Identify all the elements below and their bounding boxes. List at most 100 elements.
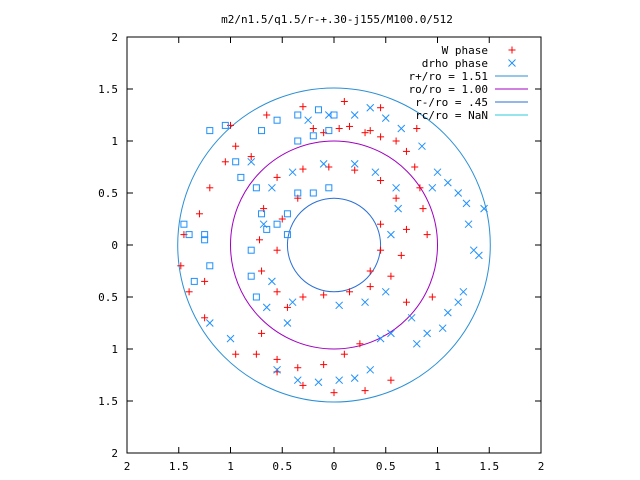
drho-phase-point bbox=[454, 298, 463, 307]
legend-label: drho phase bbox=[422, 57, 488, 70]
w-phase-point bbox=[366, 283, 374, 291]
legend-label: r+/ro = 1.51 bbox=[409, 70, 488, 83]
drho-phase-point bbox=[350, 111, 359, 119]
drho-phase-point bbox=[293, 376, 302, 385]
drho-phase-point bbox=[314, 378, 323, 387]
w-phase-point bbox=[377, 133, 385, 141]
w-phase-point bbox=[299, 293, 307, 301]
square-point bbox=[294, 189, 302, 197]
square-point bbox=[294, 137, 302, 145]
circle-r-ro bbox=[286, 197, 382, 293]
w-phase-point bbox=[263, 111, 271, 119]
y-tick-label: 1.5 bbox=[98, 83, 118, 96]
w-phase-point bbox=[195, 210, 203, 218]
square-point bbox=[252, 293, 260, 301]
w-phase-point bbox=[411, 163, 419, 171]
y-tick-label: 0.5 bbox=[98, 187, 118, 200]
drho-phase-point bbox=[407, 313, 416, 322]
w-phase-point bbox=[283, 303, 291, 311]
x-tick-label: 1.5 bbox=[479, 460, 499, 473]
w-phase-point bbox=[278, 215, 286, 223]
drho-phase-point bbox=[366, 103, 375, 112]
circle-r+ro bbox=[177, 87, 491, 403]
square-point bbox=[325, 184, 333, 192]
drho-phase-point bbox=[381, 287, 390, 296]
w-phase-point bbox=[402, 225, 410, 233]
w-phase-point bbox=[206, 184, 214, 192]
w-phase-point bbox=[397, 251, 405, 259]
drho-phase-point bbox=[366, 365, 375, 374]
w-phase-point bbox=[320, 291, 328, 299]
square-point bbox=[247, 246, 255, 254]
square-point bbox=[314, 106, 322, 114]
legend-label: rc/ro = NaN bbox=[415, 109, 488, 122]
y-tick-label: 1 bbox=[111, 343, 118, 356]
w-phase-point bbox=[392, 137, 400, 145]
drho-phase-point bbox=[394, 204, 403, 213]
square-point bbox=[190, 277, 198, 285]
drho-phase-point bbox=[335, 376, 344, 385]
x-tick-label: 1 bbox=[227, 460, 234, 473]
w-phase-point bbox=[252, 350, 260, 358]
square-point bbox=[206, 127, 214, 135]
drho-phase-point bbox=[288, 298, 297, 307]
drho-phase-point bbox=[371, 168, 380, 177]
y-tick-label: 2 bbox=[111, 31, 118, 44]
w-phase-point bbox=[340, 97, 348, 105]
data-points bbox=[177, 97, 488, 397]
drho-phase-point bbox=[304, 116, 312, 125]
w-phase-point bbox=[294, 364, 302, 372]
drho-phase-point bbox=[268, 183, 276, 192]
w-phase-point bbox=[366, 267, 374, 275]
y-tick-label: 1 bbox=[111, 135, 118, 148]
drho-phase-point bbox=[205, 319, 214, 327]
y-tick-label: 0.5 bbox=[98, 291, 118, 304]
w-phase-point bbox=[366, 127, 374, 135]
w-phase-point bbox=[201, 277, 209, 285]
drho-phase-point bbox=[335, 301, 344, 310]
square-point bbox=[273, 220, 281, 228]
square-point bbox=[283, 231, 291, 239]
drho-phase-point bbox=[454, 189, 463, 197]
legend-plus-marker bbox=[508, 46, 516, 54]
square-point bbox=[309, 132, 317, 140]
square-point bbox=[309, 189, 317, 197]
w-phase-point bbox=[423, 231, 431, 239]
w-phase-point bbox=[392, 194, 400, 202]
w-phase-point bbox=[413, 125, 421, 133]
drho-phase-point bbox=[428, 183, 437, 192]
legend-label: r-/ro = .45 bbox=[415, 96, 488, 109]
w-phase-point bbox=[335, 125, 343, 133]
w-phase-point bbox=[402, 147, 410, 155]
square-point bbox=[237, 173, 245, 181]
drho-phase-point bbox=[268, 277, 276, 286]
w-phase-point bbox=[258, 267, 266, 275]
w-phase-point bbox=[387, 376, 395, 384]
drho-phase-point bbox=[273, 365, 281, 374]
w-phase-point bbox=[247, 153, 255, 161]
circle-roro bbox=[230, 140, 438, 350]
w-phase-point bbox=[419, 205, 427, 213]
square-point bbox=[201, 236, 209, 244]
square-point bbox=[185, 231, 193, 239]
square-point bbox=[330, 111, 338, 119]
w-phase-point bbox=[356, 340, 364, 348]
drho-phase-point bbox=[475, 251, 483, 260]
x-tick-label: 0.5 bbox=[376, 460, 396, 473]
y-tick-label: 2 bbox=[111, 447, 118, 460]
w-phase-point bbox=[201, 314, 209, 322]
w-phase-point bbox=[330, 389, 338, 397]
w-phase-point bbox=[351, 166, 359, 174]
square-point bbox=[283, 210, 291, 218]
square-point bbox=[252, 184, 260, 192]
w-phase-point bbox=[377, 220, 385, 228]
y-tick-label: 1.5 bbox=[98, 395, 118, 408]
drho-phase-point bbox=[226, 334, 235, 343]
drho-phase-point bbox=[443, 308, 452, 317]
w-phase-point bbox=[402, 298, 410, 306]
drho-phase-point bbox=[462, 199, 471, 208]
x-tick-label: 2 bbox=[124, 460, 131, 473]
square-point bbox=[325, 127, 333, 135]
